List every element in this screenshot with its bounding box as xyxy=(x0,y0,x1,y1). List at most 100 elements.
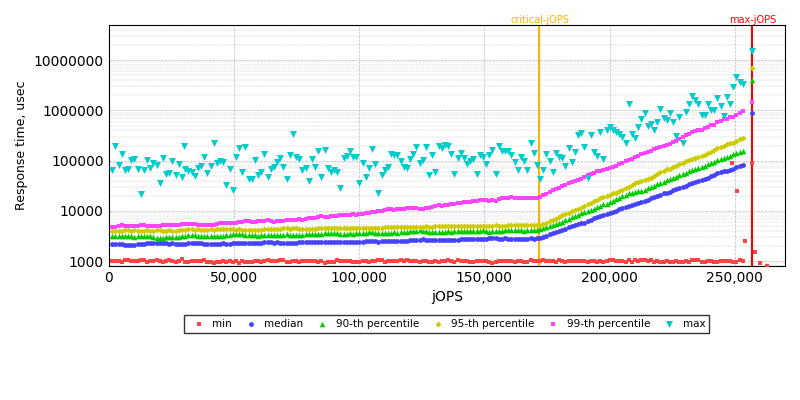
median xyxy=(663,188,676,195)
min xyxy=(578,258,590,264)
min xyxy=(410,258,423,264)
max xyxy=(594,129,606,135)
min xyxy=(302,258,315,264)
95-th percentile xyxy=(524,222,537,228)
min xyxy=(346,258,359,265)
90-th percentile xyxy=(210,233,223,239)
min xyxy=(315,258,328,264)
max xyxy=(493,143,506,150)
min xyxy=(178,259,191,265)
90-th percentile xyxy=(131,233,144,239)
95-th percentile xyxy=(569,207,582,213)
min xyxy=(191,258,204,264)
90-th percentile xyxy=(356,229,369,236)
95-th percentile xyxy=(632,179,645,185)
max xyxy=(645,121,658,127)
min xyxy=(343,258,356,265)
min xyxy=(736,258,749,264)
median xyxy=(150,240,163,247)
95-th percentile xyxy=(746,65,759,71)
90-th percentile xyxy=(495,228,508,234)
95-th percentile xyxy=(283,225,296,232)
90-th percentile xyxy=(632,188,645,194)
median xyxy=(629,201,642,208)
max xyxy=(391,152,404,158)
min xyxy=(404,258,417,264)
99-th percentile xyxy=(521,195,534,202)
95-th percentile xyxy=(587,198,600,204)
median xyxy=(524,235,537,242)
min xyxy=(369,258,382,264)
median xyxy=(540,232,553,239)
max xyxy=(246,176,258,182)
90-th percentile xyxy=(679,170,692,176)
min xyxy=(632,258,645,264)
90-th percentile xyxy=(277,232,290,238)
90-th percentile xyxy=(296,232,309,238)
90-th percentile xyxy=(267,232,280,238)
median xyxy=(464,236,477,242)
max xyxy=(375,172,388,178)
median xyxy=(416,236,429,242)
min xyxy=(738,238,751,244)
95-th percentile xyxy=(546,217,559,223)
min xyxy=(337,258,350,264)
median xyxy=(635,198,648,205)
90-th percentile xyxy=(340,230,353,237)
max xyxy=(274,155,286,161)
max xyxy=(660,117,673,124)
min xyxy=(679,258,692,264)
max xyxy=(445,151,458,157)
99-th percentile xyxy=(578,174,590,180)
median xyxy=(144,240,157,246)
max xyxy=(442,143,454,150)
90-th percentile xyxy=(322,230,334,236)
99-th percentile xyxy=(458,198,470,205)
99-th percentile xyxy=(603,165,616,172)
max xyxy=(173,161,186,168)
min xyxy=(242,258,255,265)
min xyxy=(220,259,233,265)
95-th percentile xyxy=(619,185,632,192)
95-th percentile xyxy=(581,201,594,208)
median xyxy=(410,237,423,243)
95-th percentile xyxy=(493,222,506,229)
min xyxy=(569,258,582,264)
95-th percentile xyxy=(584,199,597,206)
95-th percentile xyxy=(610,190,622,196)
median xyxy=(217,240,230,247)
90-th percentile xyxy=(226,231,239,237)
90-th percentile xyxy=(629,189,642,195)
95-th percentile xyxy=(470,223,483,229)
min xyxy=(226,259,239,265)
min xyxy=(648,258,661,265)
median xyxy=(714,169,727,176)
90-th percentile xyxy=(435,229,448,236)
99-th percentile xyxy=(233,219,246,225)
95-th percentile xyxy=(112,228,125,234)
max xyxy=(343,148,356,154)
95-th percentile xyxy=(736,135,749,141)
95-th percentile xyxy=(682,157,695,163)
99-th percentile xyxy=(185,221,198,227)
95-th percentile xyxy=(464,223,477,230)
99-th percentile xyxy=(480,197,493,204)
95-th percentile xyxy=(286,225,299,231)
min xyxy=(458,258,470,264)
90-th percentile xyxy=(334,230,347,237)
99-th percentile xyxy=(385,206,398,212)
90-th percentile xyxy=(587,205,600,212)
median xyxy=(385,238,398,244)
95-th percentile xyxy=(318,225,331,232)
median xyxy=(214,240,226,247)
max xyxy=(635,116,648,122)
min xyxy=(622,257,635,263)
max xyxy=(204,163,217,170)
95-th percentile xyxy=(340,224,353,231)
90-th percentile xyxy=(201,233,214,240)
99-th percentile xyxy=(322,214,334,220)
99-th percentile xyxy=(274,218,286,224)
95-th percentile xyxy=(226,226,239,232)
max xyxy=(724,101,737,107)
90-th percentile xyxy=(264,232,277,238)
